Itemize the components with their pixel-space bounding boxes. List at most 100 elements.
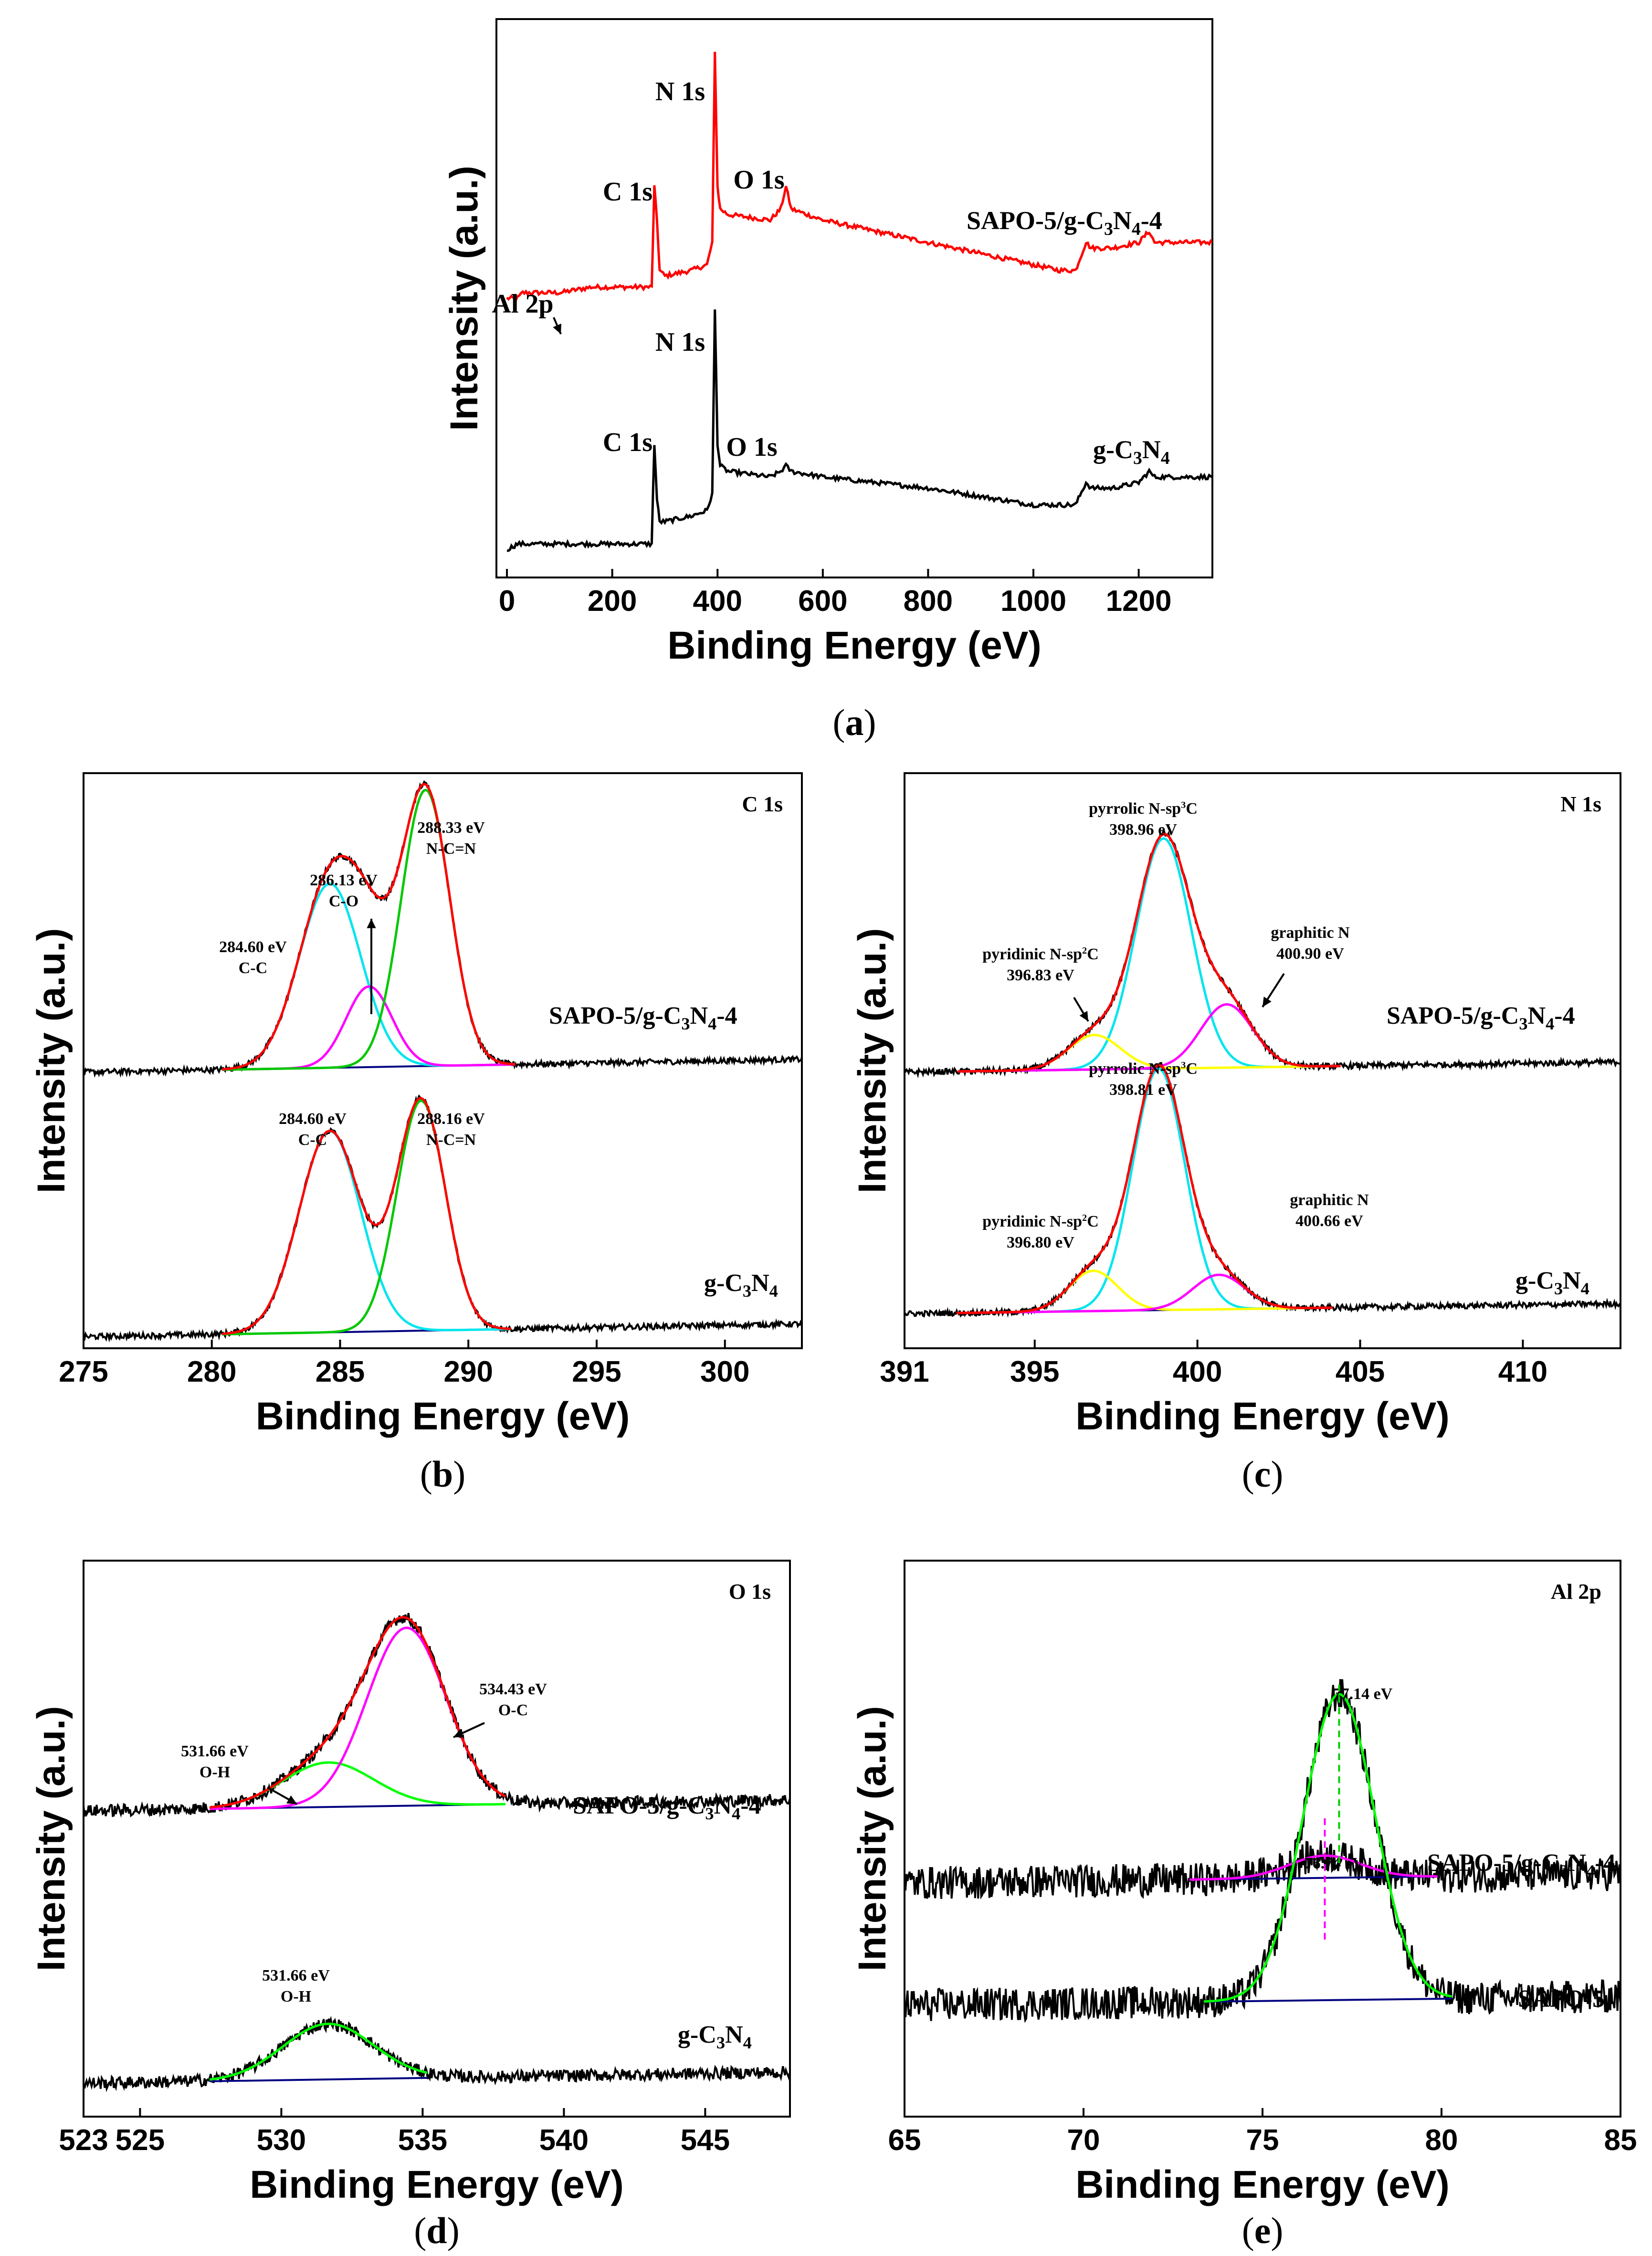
peak-annotation-detail: 396.83 eV	[1007, 966, 1074, 984]
x-tick-label: 523	[59, 2124, 108, 2157]
x-tick-label: 280	[187, 1355, 236, 1388]
panel-b: 275 280 285 290 295 300 Binding Energy (eV) Int…	[30, 772, 803, 1495]
x-tick-label: 525	[116, 2124, 165, 2157]
panel-label: (d)	[414, 2210, 459, 2251]
peak-annotation-detail: O-H	[281, 1988, 311, 2005]
plot-area	[506, 52, 1212, 552]
panel-e: 65 70 75 80 85 Binding Energy (eV) Intensity (…	[851, 1560, 1637, 2251]
peak-annotation: 286.13 eV	[310, 871, 378, 889]
plot-area	[905, 830, 1620, 1318]
x-axis-title: Binding Energy (eV)	[667, 624, 1042, 667]
peak-annotation: 534.43 eV	[479, 1680, 547, 1698]
fit-component	[210, 1626, 506, 1810]
x-tick-label: 65	[888, 2124, 921, 2157]
peak-annotation-detail: 400.66 eV	[1295, 1212, 1363, 1230]
panel-title: O 1s	[729, 1579, 771, 1604]
plot-area	[905, 1679, 1620, 2023]
peak-annotation-detail: O-C	[498, 1701, 528, 1719]
plot-area	[84, 780, 802, 1343]
plot-frame	[495, 18, 1213, 578]
x-tick-label: 395	[1010, 1355, 1059, 1388]
peak-annotation: pyrrolic N-sp3C	[1089, 800, 1198, 818]
series-label: g-C3N4	[1515, 1267, 1589, 1298]
panel-label: (b)	[420, 1453, 465, 1495]
peak-annotation: C 1s	[603, 177, 652, 207]
peak-annotation: O 1s	[726, 432, 777, 462]
x-axis-title: Binding Energy (eV)	[256, 1395, 630, 1438]
plot-frame	[904, 1560, 1621, 2118]
arrow-head	[453, 1729, 464, 1738]
peak-annotation-detail: N-C=N	[426, 840, 476, 858]
arrow-head	[553, 324, 561, 334]
series-label: g-C3N4	[704, 1270, 778, 1301]
fit-component	[209, 2023, 428, 2081]
fit-baseline	[1203, 1997, 1452, 2003]
panel-label: (e)	[1242, 2210, 1284, 2251]
arrow-head	[367, 919, 376, 928]
x-tick-label: 1000	[1000, 585, 1066, 618]
peak-annotation: graphitic N	[1271, 924, 1350, 942]
panel-a: 0 200 400 600 800 1000 1200 Binding Energy (eV)…	[442, 18, 1213, 743]
x-tick-label: 85	[1604, 2124, 1637, 2157]
peak-annotation: 284.60 eV	[279, 1110, 347, 1128]
peak-annotation-detail: C-C	[239, 959, 267, 977]
y-axis-title: Intensity (a.u.)	[30, 928, 73, 1194]
y-axis-title: Intensity (a.u.)	[851, 928, 894, 1194]
peak-annotation: pyridinic N-sp2C	[982, 1213, 1099, 1230]
series-line	[506, 309, 1212, 552]
panel-title: C 1s	[742, 792, 783, 816]
x-tick-label: 300	[700, 1355, 749, 1388]
x-tick-label: 75	[1246, 2124, 1279, 2157]
x-tick-label: 80	[1425, 2124, 1458, 2157]
panel-title: N 1s	[1560, 792, 1601, 816]
fit-envelope	[209, 1616, 506, 1809]
peak-annotation-detail: N-C=N	[426, 1131, 476, 1149]
x-tick-label: 405	[1336, 1355, 1385, 1388]
plot-frame	[83, 772, 803, 1349]
x-axis-title: Binding Energy (eV)	[1075, 2163, 1450, 2206]
peak-annotation: 76.74 eV	[1305, 1855, 1364, 1872]
x-tick-label: 285	[316, 1355, 365, 1388]
series-label: g-C3N4	[678, 2021, 752, 2052]
arrow-head	[286, 1795, 297, 1804]
fit-envelope	[222, 783, 516, 1071]
x-tick-label: 800	[904, 585, 953, 618]
x-tick-label: 391	[880, 1355, 929, 1388]
raw-spectrum	[84, 1613, 790, 1818]
fit-envelope	[957, 1064, 1333, 1314]
x-tick-label: 535	[398, 2124, 447, 2157]
raw-spectrum	[905, 1679, 1620, 2023]
peak-annotation: 288.33 eV	[417, 819, 485, 837]
x-tick-label: 540	[539, 2124, 589, 2157]
peak-annotation: pyrrolic N-sp3C	[1089, 1060, 1198, 1078]
x-tick-label: 600	[798, 585, 847, 618]
x-tick-label: 400	[1173, 1355, 1222, 1388]
plot-frame	[83, 1560, 791, 2118]
raw-spectrum	[84, 2015, 790, 2093]
x-tick-label: 400	[693, 585, 742, 618]
peak-annotation: 288.16 eV	[417, 1110, 485, 1128]
peak-annotation: Al 2p	[492, 289, 553, 319]
peak-annotation: pyridinic N-sp2C	[982, 945, 1099, 963]
peak-annotation: 77.14 eV	[1333, 1685, 1393, 1703]
series-label: SAPO-5/g-C3N4-4	[967, 206, 1162, 239]
fit-component	[1203, 1693, 1452, 2003]
x-tick-label: 290	[444, 1355, 493, 1388]
series-label: SAPO-5/g-C3N4-4	[1387, 1002, 1575, 1033]
panel-title: Al 2p	[1551, 1579, 1601, 1604]
panel-label: (c)	[1242, 1453, 1284, 1495]
peak-annotation-detail: 398.81 eV	[1109, 1081, 1177, 1099]
peak-annotation: C 1s	[603, 428, 652, 457]
peak-annotation: 531.66 eV	[181, 1742, 249, 1760]
raw-spectrum	[905, 1062, 1620, 1318]
x-tick-label: 200	[588, 585, 637, 618]
peak-annotation: 284.60 eV	[219, 938, 287, 956]
x-tick-label: 530	[257, 2124, 306, 2157]
series-label: g-C3N4	[1093, 435, 1170, 468]
peak-annotation-detail: 400.90 eV	[1276, 945, 1344, 963]
fit-envelope	[958, 833, 1341, 1073]
peak-annotation: graphitic N	[1290, 1191, 1369, 1209]
fit-envelope	[222, 1097, 511, 1335]
series-label: SAPO-5	[1518, 1985, 1605, 2013]
